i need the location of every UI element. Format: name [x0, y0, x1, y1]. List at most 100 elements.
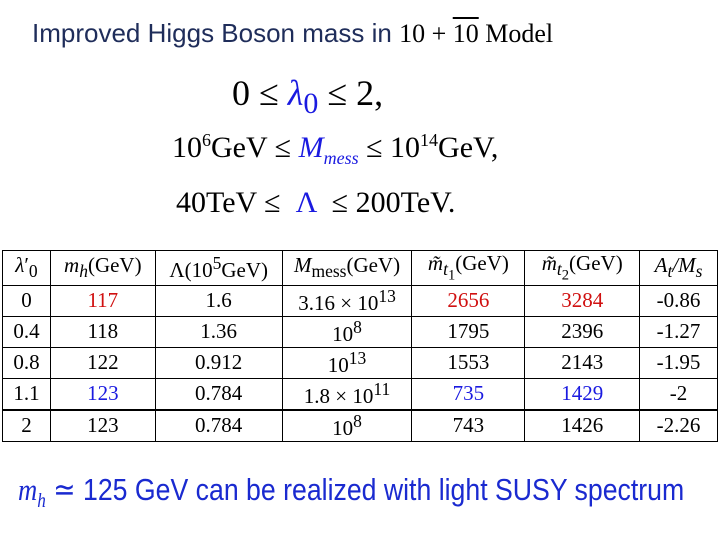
- table-cell: 3.16 × 1013: [281, 284, 413, 317]
- sup: 6: [202, 130, 211, 150]
- symbol: λ: [287, 73, 304, 113]
- table-cell: -1.95: [639, 346, 718, 379]
- symbol: M: [298, 131, 324, 164]
- table-cell: 2: [2, 409, 51, 442]
- constraint: 40TeV ≤ Λ ≤ 200TeV.: [176, 186, 455, 220]
- t: m: [64, 253, 80, 278]
- t: ≃ 125 GeV can be realized with light SUS…: [53, 472, 685, 507]
- t: s: [695, 261, 703, 282]
- text: GeV ≤: [211, 131, 292, 164]
- title-text: Improved Higgs Boson mass in: [32, 18, 392, 48]
- constraint: 106GeV ≤ Mmess ≤ 1014GeV,: [172, 130, 498, 169]
- math: 10 +: [399, 19, 453, 48]
- cell-base: 10: [332, 415, 354, 440]
- t: (GeV): [346, 253, 401, 278]
- table-cell: 108: [281, 315, 413, 348]
- table-cell: 0.8: [2, 346, 51, 379]
- table-cell: 3284: [524, 284, 641, 317]
- t: 1: [447, 267, 456, 284]
- t: Λ(10: [169, 257, 213, 282]
- sub: mess: [323, 148, 359, 168]
- table-cell: 1.6: [154, 284, 283, 317]
- t: A: [654, 253, 668, 278]
- sup: 14: [420, 130, 439, 150]
- text: ≤ 2,: [327, 73, 384, 113]
- t: GeV): [221, 257, 268, 282]
- header-row: λ′0 mh(GeV) Λ(105GeV) Mmess(GeV) m̃t1(Ge…: [2, 250, 718, 286]
- header: λ′0: [2, 250, 51, 286]
- table-cell: 0.784: [154, 377, 283, 411]
- table: λ′0 mh(GeV) Λ(105GeV) Mmess(GeV) m̃t1(Ge…: [2, 250, 718, 442]
- table-row: 1.1 123 0.784 1.8 × 1011 735 1429 -2: [2, 377, 718, 411]
- t: t: [556, 259, 562, 280]
- title: Improved Higgs Boson mass in 10 + 10 Mod…: [32, 18, 553, 49]
- t: λ: [15, 253, 25, 278]
- cell-exp: 13: [348, 347, 367, 368]
- table-cell: 122: [49, 346, 156, 379]
- table-cell: 0.4: [2, 315, 51, 348]
- header: At/Ms: [639, 250, 718, 286]
- math: 10: [452, 19, 479, 48]
- t: m̃: [427, 251, 444, 275]
- table-cell: 1.36: [154, 315, 283, 348]
- math: Model: [478, 19, 554, 48]
- t: /M: [672, 253, 696, 278]
- table-row: 0.8 122 0.912 1013 1553 2143 -1.95: [2, 346, 718, 379]
- table-cell: 123: [49, 377, 156, 411]
- table-cell: 0.784: [154, 409, 283, 442]
- header: Mmess(GeV): [281, 250, 413, 286]
- text: ≤ 10: [366, 131, 421, 164]
- t: h: [37, 490, 46, 513]
- t: (GeV): [87, 253, 142, 278]
- table-cell: 2396: [524, 315, 641, 348]
- table-cell: 1553: [411, 346, 526, 379]
- header: mh(GeV): [49, 250, 156, 286]
- table-cell: -2.26: [639, 409, 718, 442]
- cell-base: 1.8 × 10: [303, 383, 374, 408]
- t: (GeV): [455, 251, 509, 275]
- t: mess: [311, 261, 347, 282]
- table-cell: 1429: [524, 377, 641, 411]
- footer: mh ≃ 125 GeV can be realized with light …: [18, 472, 684, 514]
- table-cell: 108: [281, 409, 413, 442]
- header: m̃t2(GeV): [524, 250, 641, 286]
- table-body: 0 117 1.6 3.16 × 1013 2656 3284 -0.86 0.4 118 1.3…: [2, 284, 718, 442]
- table-cell: 743: [411, 409, 526, 442]
- text: 40TeV ≤: [176, 186, 281, 219]
- table-row: 0 117 1.6 3.16 × 1013 2656 3284 -0.86: [2, 284, 718, 317]
- symbol: Λ: [295, 186, 317, 219]
- cell-exp: 13: [378, 285, 396, 306]
- table-cell: -2: [639, 377, 718, 411]
- t: t: [667, 261, 673, 282]
- table-cell: 118: [49, 315, 156, 348]
- t: (GeV): [569, 251, 623, 275]
- t: t: [443, 259, 448, 280]
- cell-exp: 8: [353, 316, 362, 337]
- t: 0: [28, 261, 38, 282]
- table-cell: 0.912: [154, 346, 283, 379]
- table-cell: -1.27: [639, 315, 718, 348]
- cell-exp: 11: [373, 378, 391, 399]
- table-row: 2 123 0.784 108 743 1426 -2.26: [2, 409, 718, 442]
- header: m̃t1(GeV): [411, 250, 526, 286]
- sub: 0: [303, 87, 319, 121]
- table-cell: 2656: [411, 284, 526, 317]
- t: M: [293, 253, 312, 278]
- table-cell: -0.86: [639, 284, 718, 317]
- text: 0 ≤: [232, 73, 279, 113]
- t: 5: [212, 252, 222, 273]
- table-cell: 735: [411, 377, 526, 411]
- t: ′: [24, 253, 29, 278]
- title-math: 10 + 10 Model: [399, 19, 553, 48]
- table-cell: 1426: [524, 409, 641, 442]
- table-cell: 117: [49, 284, 156, 317]
- table-cell: 1795: [411, 315, 526, 348]
- text: GeV,: [438, 131, 499, 164]
- cell-exp: 8: [353, 410, 362, 431]
- cell-base: 10: [327, 352, 349, 377]
- cell-base: 3.16 × 10: [298, 290, 379, 315]
- table-cell: 1.8 × 1011: [281, 377, 413, 411]
- text: 10: [172, 131, 202, 164]
- table-cell: 2143: [524, 346, 641, 379]
